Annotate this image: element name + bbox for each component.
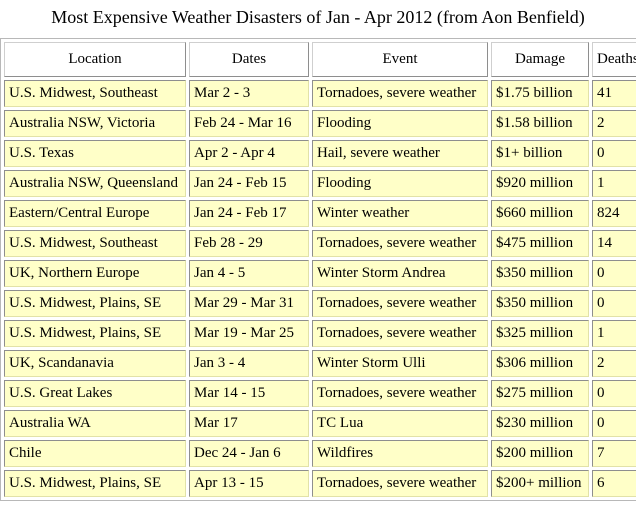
cell-event: Flooding	[312, 110, 488, 137]
cell-dates: Jan 24 - Feb 17	[189, 200, 309, 227]
cell-damage: $350 million	[491, 260, 589, 287]
cell-damage: $275 million	[491, 380, 589, 407]
cell-event: Winter Storm Ulli	[312, 350, 488, 377]
cell-location: U.S. Midwest, Plains, SE	[4, 470, 186, 497]
cell-location: U.S. Midwest, Southeast	[4, 230, 186, 257]
cell-deaths: 1	[592, 170, 636, 197]
cell-dates: Jan 3 - 4	[189, 350, 309, 377]
table-body: U.S. Midwest, Southeast Mar 2 - 3 Tornad…	[4, 80, 636, 497]
table-row: U.S. Great Lakes Mar 14 - 15 Tornadoes, …	[4, 380, 636, 407]
disasters-table: Location Dates Event Damage Deaths U.S. …	[0, 38, 636, 501]
cell-damage: $1+ billion	[491, 140, 589, 167]
cell-deaths: 0	[592, 140, 636, 167]
cell-dates: Mar 29 - Mar 31	[189, 290, 309, 317]
cell-deaths: 0	[592, 380, 636, 407]
page-title: Most Expensive Weather Disasters of Jan …	[51, 7, 585, 27]
table-row: U.S. Texas Apr 2 - Apr 4 Hail, severe we…	[4, 140, 636, 167]
table-row: UK, Scandanavia Jan 3 - 4 Winter Storm U…	[4, 350, 636, 377]
header-deaths: Deaths	[592, 42, 636, 77]
cell-damage: $1.75 billion	[491, 80, 589, 107]
cell-deaths: 7	[592, 440, 636, 467]
cell-location: Australia NSW, Queensland	[4, 170, 186, 197]
cell-dates: Jan 4 - 5	[189, 260, 309, 287]
header-dates: Dates	[189, 42, 309, 77]
cell-dates: Feb 24 - Mar 16	[189, 110, 309, 137]
cell-location: Chile	[4, 440, 186, 467]
table-header: Location Dates Event Damage Deaths	[4, 42, 636, 77]
cell-deaths: 2	[592, 110, 636, 137]
cell-event: Tornadoes, severe weather	[312, 290, 488, 317]
cell-damage: $660 million	[491, 200, 589, 227]
cell-deaths: 0	[592, 290, 636, 317]
header-row: Location Dates Event Damage Deaths	[4, 42, 636, 77]
cell-dates: Mar 19 - Mar 25	[189, 320, 309, 347]
table-row: Chile Dec 24 - Jan 6 Wildfires $200 mill…	[4, 440, 636, 467]
cell-damage: $475 million	[491, 230, 589, 257]
cell-event: Hail, severe weather	[312, 140, 488, 167]
table-row: U.S. Midwest, Plains, SE Apr 13 - 15 Tor…	[4, 470, 636, 497]
cell-dates: Jan 24 - Feb 15	[189, 170, 309, 197]
cell-deaths: 6	[592, 470, 636, 497]
cell-location: UK, Northern Europe	[4, 260, 186, 287]
cell-damage: $1.58 billion	[491, 110, 589, 137]
cell-dates: Mar 14 - 15	[189, 380, 309, 407]
cell-damage: $920 million	[491, 170, 589, 197]
header-event: Event	[312, 42, 488, 77]
cell-dates: Apr 13 - 15	[189, 470, 309, 497]
cell-deaths: 14	[592, 230, 636, 257]
cell-damage: $200+ million	[491, 470, 589, 497]
cell-location: Australia WA	[4, 410, 186, 437]
cell-event: Winter weather	[312, 200, 488, 227]
table-row: U.S. Midwest, Plains, SE Mar 29 - Mar 31…	[4, 290, 636, 317]
table-row: U.S. Midwest, Southeast Mar 2 - 3 Tornad…	[4, 80, 636, 107]
cell-damage: $230 million	[491, 410, 589, 437]
cell-damage: $200 million	[491, 440, 589, 467]
cell-location: Eastern/Central Europe	[4, 200, 186, 227]
table-row: Eastern/Central Europe Jan 24 - Feb 17 W…	[4, 200, 636, 227]
cell-deaths: 1	[592, 320, 636, 347]
cell-dates: Feb 28 - 29	[189, 230, 309, 257]
cell-damage: $325 million	[491, 320, 589, 347]
cell-dates: Apr 2 - Apr 4	[189, 140, 309, 167]
cell-deaths: 2	[592, 350, 636, 377]
table-row: Australia NSW, Victoria Feb 24 - Mar 16 …	[4, 110, 636, 137]
cell-event: Tornadoes, severe weather	[312, 470, 488, 497]
cell-deaths: 0	[592, 260, 636, 287]
table-row: U.S. Midwest, Southeast Feb 28 - 29 Torn…	[4, 230, 636, 257]
header-location: Location	[4, 42, 186, 77]
cell-event: Tornadoes, severe weather	[312, 80, 488, 107]
cell-location: Australia NSW, Victoria	[4, 110, 186, 137]
cell-deaths: 41	[592, 80, 636, 107]
cell-event: Tornadoes, severe weather	[312, 230, 488, 257]
cell-damage: $306 million	[491, 350, 589, 377]
cell-location: UK, Scandanavia	[4, 350, 186, 377]
cell-dates: Dec 24 - Jan 6	[189, 440, 309, 467]
cell-dates: Mar 17	[189, 410, 309, 437]
cell-event: Winter Storm Andrea	[312, 260, 488, 287]
cell-event: TC Lua	[312, 410, 488, 437]
cell-location: U.S. Midwest, Plains, SE	[4, 320, 186, 347]
table-row: Australia WA Mar 17 TC Lua $230 million …	[4, 410, 636, 437]
table-row: Australia NSW, Queensland Jan 24 - Feb 1…	[4, 170, 636, 197]
header-damage: Damage	[491, 42, 589, 77]
cell-deaths: 824	[592, 200, 636, 227]
cell-damage: $350 million	[491, 290, 589, 317]
cell-location: U.S. Great Lakes	[4, 380, 186, 407]
cell-event: Wildfires	[312, 440, 488, 467]
cell-event: Tornadoes, severe weather	[312, 380, 488, 407]
cell-location: U.S. Midwest, Southeast	[4, 80, 186, 107]
cell-event: Tornadoes, severe weather	[312, 320, 488, 347]
cell-dates: Mar 2 - 3	[189, 80, 309, 107]
table-row: UK, Northern Europe Jan 4 - 5 Winter Sto…	[4, 260, 636, 287]
cell-location: U.S. Midwest, Plains, SE	[4, 290, 186, 317]
cell-location: U.S. Texas	[4, 140, 186, 167]
cell-deaths: 0	[592, 410, 636, 437]
table-row: U.S. Midwest, Plains, SE Mar 19 - Mar 25…	[4, 320, 636, 347]
cell-event: Flooding	[312, 170, 488, 197]
